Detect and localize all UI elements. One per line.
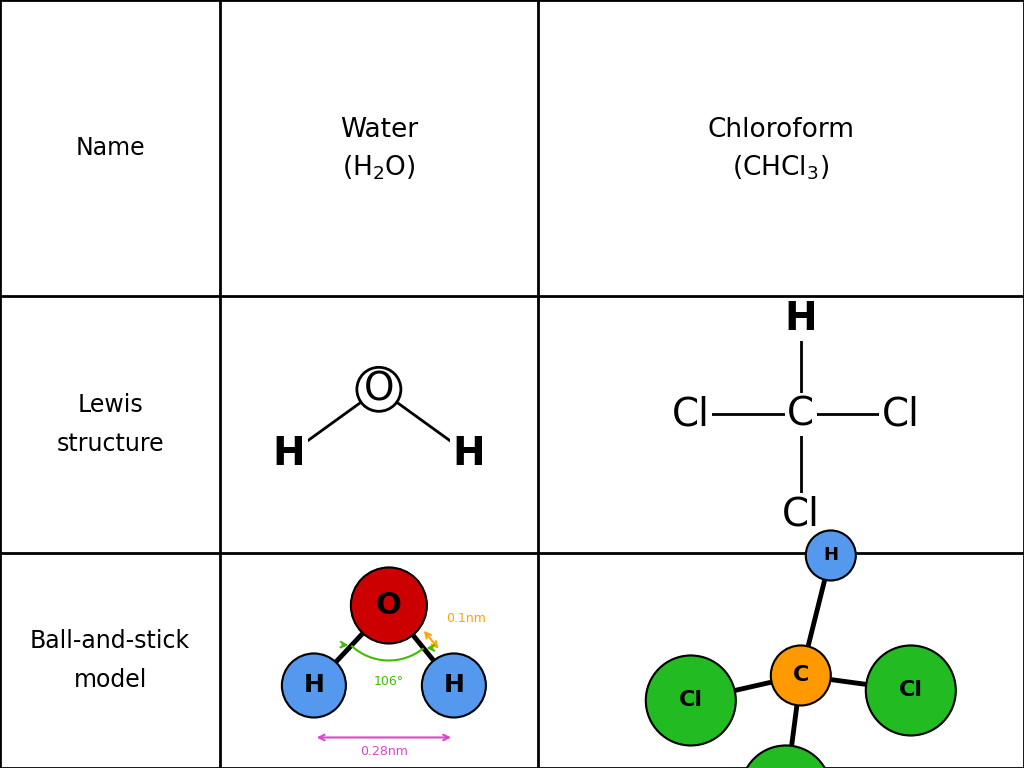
Circle shape <box>422 654 485 717</box>
Circle shape <box>806 531 856 581</box>
Circle shape <box>646 655 736 746</box>
Text: O: O <box>364 370 394 409</box>
Text: Ball-and-stick
model: Ball-and-stick model <box>30 629 190 692</box>
Text: H: H <box>272 435 305 473</box>
Text: 106°: 106° <box>374 676 403 688</box>
Text: H: H <box>823 547 839 564</box>
Text: H: H <box>303 674 325 697</box>
Text: Cl: Cl <box>679 690 702 710</box>
Text: Water: Water <box>340 117 418 143</box>
Text: Chloroform: Chloroform <box>708 117 854 143</box>
Text: Lewis
structure: Lewis structure <box>56 392 164 456</box>
Text: 0.1nm: 0.1nm <box>446 612 486 625</box>
Circle shape <box>740 746 830 768</box>
Text: H: H <box>784 300 817 339</box>
Text: O: O <box>376 591 401 620</box>
Text: 0.28nm: 0.28nm <box>360 746 408 759</box>
Text: Cl: Cl <box>782 495 820 533</box>
Text: Name: Name <box>76 136 144 160</box>
Text: Cl: Cl <box>672 396 710 433</box>
Circle shape <box>866 645 955 736</box>
Text: Cl: Cl <box>899 680 923 700</box>
Text: (CHCl$_3$): (CHCl$_3$) <box>732 154 829 182</box>
Text: H: H <box>443 674 464 697</box>
Text: Cl: Cl <box>882 396 920 433</box>
Text: C: C <box>787 396 814 433</box>
Circle shape <box>282 654 346 717</box>
Circle shape <box>771 645 830 706</box>
Circle shape <box>351 568 427 644</box>
Text: H: H <box>453 435 485 473</box>
Text: (H$_2$O): (H$_2$O) <box>342 154 416 182</box>
Text: C: C <box>793 666 809 686</box>
